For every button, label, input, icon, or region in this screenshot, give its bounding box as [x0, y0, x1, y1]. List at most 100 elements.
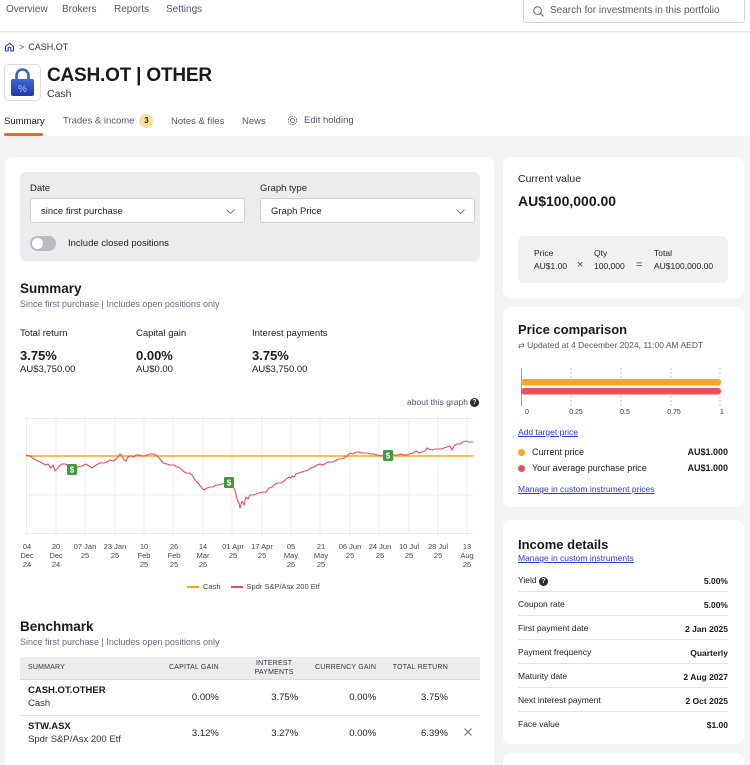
price-comparison-title: Price comparison — [518, 322, 628, 337]
legend-label: Cash — [203, 582, 221, 591]
tab-trades-income[interactable]: Trades & income 3 — [63, 114, 154, 128]
row-label: Maturity date — [518, 671, 568, 681]
qty-label: Qty — [594, 248, 608, 258]
current-price-row: Current price AU$1.000 — [518, 447, 728, 457]
row-label: First payment date — [518, 623, 589, 633]
times-sign: × — [577, 259, 584, 271]
holding-logo: % — [4, 64, 41, 101]
nav-reports[interactable]: Reports — [114, 4, 150, 15]
metric-amount: AU$0.00 — [136, 364, 173, 375]
remove-benchmark-button[interactable] — [456, 715, 480, 751]
income-details-title: Income details — [518, 537, 609, 552]
add-target-price-link[interactable]: Add target price — [518, 427, 579, 437]
axis-tick: 1 — [720, 409, 724, 416]
table-header-row: SUMMARY CAPITAL GAIN INTEREST PAYMENTS C… — [20, 657, 480, 680]
nav-settings[interactable]: Settings — [166, 4, 203, 15]
metric-pct: 3.75% — [20, 348, 57, 363]
axis-tick: 0 — [525, 409, 529, 416]
date-select[interactable]: since first purchase — [30, 198, 245, 223]
tab-news[interactable]: News — [242, 116, 266, 127]
gear-icon — [287, 115, 298, 126]
svg-text:$: $ — [227, 479, 232, 488]
nav-brokers[interactable]: Brokers — [62, 4, 97, 15]
x-tick: 24 Jun 25 — [368, 542, 392, 560]
row-security: STW.ASX Spdr S&P/Asx 200 Etf — [20, 715, 139, 751]
average-price-row: Your average purchase price AU$1.000 — [518, 463, 728, 473]
next-card — [503, 753, 744, 765]
security-name: Spdr S&P/Asx 200 Etf — [28, 734, 121, 746]
tab-notes-files[interactable]: Notes & files — [171, 116, 225, 127]
row-label: Face value — [518, 719, 560, 729]
x-tick: 05 May 25 — [283, 542, 299, 569]
average-price-bar — [521, 388, 721, 395]
date-label: Date — [30, 183, 51, 194]
average-price-label: Your average purchase price — [532, 463, 647, 473]
row-value: 2 Oct 2025 — [685, 696, 728, 706]
cell-interest-payments: 3.75% — [226, 679, 307, 716]
income-details-card: Income details Manage in custom instrume… — [503, 520, 744, 744]
metric-capital-gain: Capital gain 0.00% AU$0.00 — [136, 328, 186, 375]
row-value: 5.00% — [703, 576, 728, 586]
legend-benchmark[interactable]: Spdr S&P/Asx 200 Etf — [230, 582, 320, 591]
summary-card: Date since first purchase Graph type Gra… — [5, 157, 494, 765]
current-value-amount: AU$100,000.00 — [518, 193, 617, 209]
price-comparison-chart — [521, 368, 721, 406]
x-tick: 14 Mar 25 — [196, 542, 210, 569]
current-price-dot — [518, 449, 525, 456]
x-tick: 17 Apr 25 — [251, 542, 273, 560]
row-value: 2 Aug 2027 — [683, 672, 728, 682]
manage-custom-prices-link[interactable]: Manage in custom instrument prices — [518, 484, 655, 494]
graph-type-select[interactable]: Graph Price — [260, 198, 475, 223]
income-row-coupon-rate: Coupon rate 5.00% — [518, 592, 728, 616]
row-value: 5.00% — [703, 600, 728, 610]
metric-interest-payments: Interest payments 3.75% AU$3,750.00 — [252, 328, 328, 375]
top-nav: Overview Brokers Reports Settings Search… — [0, 0, 750, 32]
home-icon[interactable] — [4, 42, 15, 52]
updated-text: ⇄ Updated at 4 December 2024, 11:00 AM A… — [518, 340, 703, 350]
holding-header: > CASH.OT % CASH.OT | OTHER Cash Summary… — [0, 33, 750, 136]
x-tick: 07 Jan 25 — [73, 542, 97, 560]
nav-overview[interactable]: Overview — [6, 4, 48, 15]
summary-title: Summary — [20, 281, 82, 296]
chart-legend: Cash Spdr S&P/Asx 200 Etf — [187, 582, 320, 591]
col-interest-payments: INTEREST PAYMENTS — [226, 657, 307, 680]
tab-summary[interactable]: Summary — [4, 116, 45, 136]
help-icon[interactable]: ? — [538, 577, 548, 586]
x-tick: 01 Apr 25 — [222, 542, 244, 560]
cell-capital-gain: 0.00% — [138, 679, 227, 716]
current-value-card: Current value AU$100,000.00 Price AU$1.0… — [503, 157, 744, 298]
x-tick: 13 Aug 25 — [460, 542, 474, 569]
metric-total-return: Total return 3.75% AU$3,750.00 — [20, 328, 75, 375]
benchmark-table: SUMMARY CAPITAL GAIN INTEREST PAYMENTS C… — [20, 657, 480, 751]
include-closed-toggle[interactable] — [30, 236, 56, 251]
average-price-dot — [518, 465, 525, 472]
qty-value: 100,000 — [594, 261, 625, 271]
income-details-list: Yield ? 5.00% Coupon rate 5.00% First paym… — [518, 568, 728, 736]
trades-count-badge: 3 — [139, 114, 154, 128]
tab-edit-holding[interactable]: Edit holding — [287, 115, 354, 126]
col-capital-gain: CAPITAL GAIN — [138, 657, 227, 680]
row-security: CASH.OT.OTHER Cash — [20, 679, 139, 716]
row-value: $1.00 — [706, 720, 728, 730]
close-icon — [464, 727, 472, 736]
page-title: CASH.OT | OTHER — [47, 65, 212, 86]
row-label: Yield — [518, 575, 537, 585]
search-input[interactable]: Search for investments in this portfolio — [523, 0, 745, 23]
income-row-yield: Yield ? 5.00% — [518, 568, 728, 592]
col-actions — [455, 657, 480, 680]
summary-subtitle: Since first purchase | Includes open pos… — [20, 299, 220, 309]
table-row: STW.ASX Spdr S&P/Asx 200 Etf 3.12% 3.27% … — [20, 715, 480, 751]
axis-tick: 0.75 — [667, 409, 681, 416]
legend-cash[interactable]: Cash — [187, 582, 221, 591]
col-summary: SUMMARY — [20, 657, 139, 680]
price-chart: $ $ $ — [26, 418, 473, 534]
manage-custom-instruments-link[interactable]: Manage in custom instruments — [518, 553, 634, 563]
current-price-label: Current price — [532, 447, 585, 457]
about-graph-link[interactable]: about this graph ? — [407, 397, 479, 407]
x-tick: 28 Jul 25 — [427, 542, 448, 560]
x-tick: 21 May 25 — [313, 542, 329, 569]
breadcrumb: > CASH.OT — [4, 42, 68, 52]
security-code: CASH.OT.OTHER — [28, 685, 106, 696]
benchmark-subtitle: Since first purchase | Includes open pos… — [20, 637, 220, 647]
search-icon — [533, 6, 544, 17]
